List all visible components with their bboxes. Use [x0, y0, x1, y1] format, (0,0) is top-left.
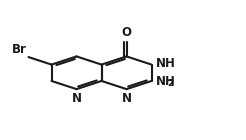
Text: N: N	[72, 92, 81, 105]
Text: O: O	[122, 26, 132, 39]
Text: Br: Br	[12, 43, 27, 56]
Text: NH: NH	[155, 57, 175, 70]
Text: NH: NH	[155, 75, 175, 88]
Text: 2: 2	[167, 80, 173, 88]
Text: N: N	[122, 92, 132, 105]
